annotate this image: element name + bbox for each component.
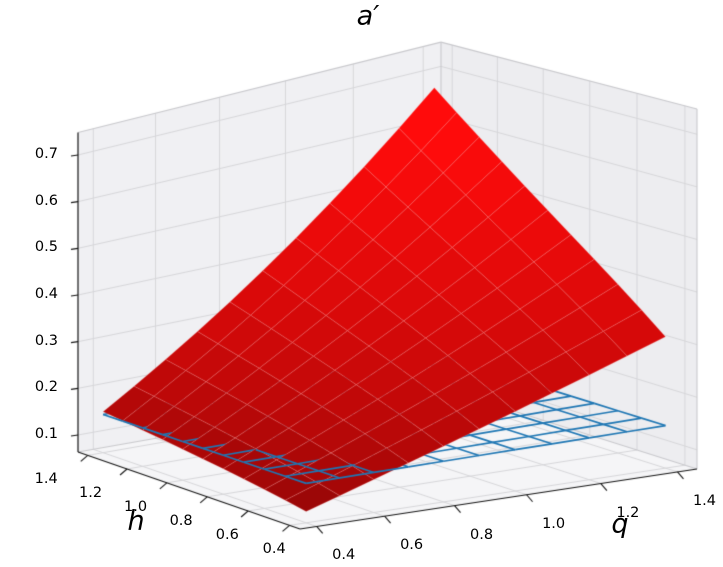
z-tick-label: 0.7 <box>34 145 58 162</box>
y-tick-label: 0.8 <box>169 512 193 529</box>
z-tick-label: 0.5 <box>34 239 58 256</box>
y-tick-label: 0.4 <box>262 541 286 558</box>
y-tick-label: 0.6 <box>215 526 239 543</box>
y-axis-label: h <box>127 505 145 537</box>
x-tick-label: 0.4 <box>332 547 356 564</box>
z-tick-label: 0.1 <box>34 425 58 442</box>
chart-title: a′ <box>356 0 380 32</box>
x-tick-label: 0.8 <box>470 526 494 543</box>
x-tick-label: 1.4 <box>692 492 716 509</box>
z-tick-label: 0.3 <box>34 332 58 349</box>
x-tick-label: 1.2 <box>616 504 640 521</box>
z-tick-label: 0.4 <box>34 285 58 302</box>
y-tick-label: 1.4 <box>34 471 58 488</box>
y-tick-label: 1.0 <box>123 498 148 515</box>
x-tick-label: 1.0 <box>542 515 566 532</box>
y-tick-label: 1.2 <box>79 485 103 501</box>
x-axis-label: q <box>611 508 629 540</box>
z-tick-label: 0.6 <box>34 192 58 209</box>
z-tick-label: 0.2 <box>34 379 58 396</box>
x-tick-label: 0.6 <box>400 537 424 554</box>
